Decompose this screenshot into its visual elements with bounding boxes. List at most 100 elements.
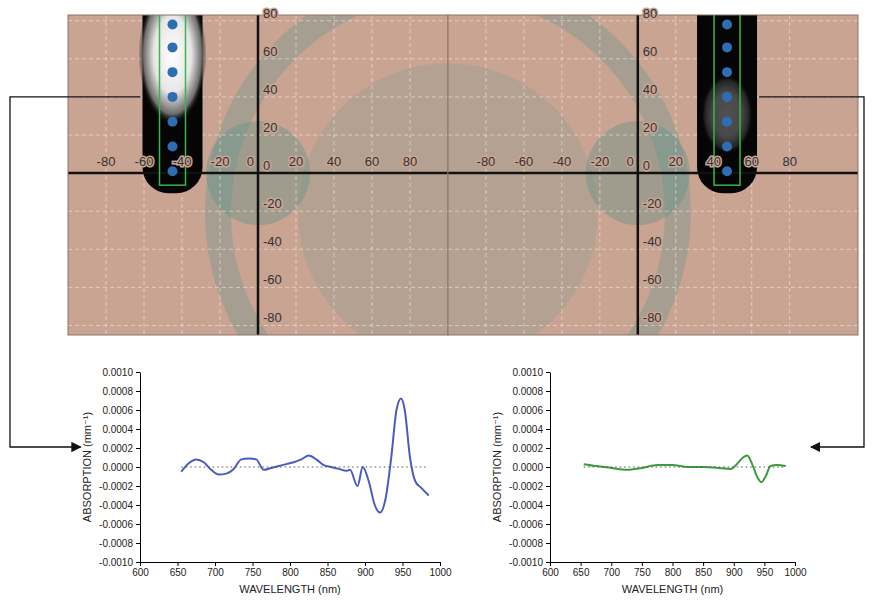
point — [168, 20, 178, 30]
y-tick-label: -80 — [263, 310, 282, 325]
x-tick-label: -80 — [97, 154, 116, 169]
x-tick-mark — [440, 562, 441, 566]
x-tick-label: 1000 — [784, 567, 807, 578]
y-tick: 0.0006 — [512, 405, 550, 416]
x-tick-label: 850 — [695, 567, 712, 578]
y-tick: 0.0002 — [102, 443, 140, 454]
y-tick-label: -0.0008 — [99, 538, 133, 549]
y-tick-label: 20 — [263, 120, 277, 135]
point — [168, 42, 178, 52]
y-tick-mark — [546, 410, 550, 411]
y-axis: -0.0010-0.0008-0.0006-0.0004-0.00020.000… — [509, 367, 550, 568]
y-tick-mark — [136, 372, 140, 373]
grid-line — [789, 15, 790, 335]
y-tick-label: 40 — [643, 82, 657, 97]
x-tick-label: 900 — [357, 567, 374, 578]
map-image — [448, 15, 858, 335]
y-tick: -0.0010 — [99, 557, 140, 568]
x-tick-label: 20 — [289, 154, 303, 169]
y-tick-mark — [546, 524, 550, 525]
y-tick-label: 80 — [643, 6, 657, 21]
x-tick: 1000 — [784, 562, 807, 578]
x-tick: 900 — [357, 562, 374, 578]
x-tick: 950 — [395, 562, 412, 578]
y-axis-line — [257, 15, 260, 335]
strip-glow — [701, 75, 753, 155]
x-tick-label: 40 — [707, 154, 721, 169]
x-tick-label: -20 — [211, 154, 230, 169]
y-tick-label: 0.0006 — [102, 405, 133, 416]
x-tick: 800 — [282, 562, 299, 578]
y-tick-label: -0.0010 — [99, 557, 133, 568]
x-tick-label: 60 — [744, 154, 758, 169]
y-tick-mark — [546, 505, 550, 506]
x-tick-mark — [290, 562, 291, 566]
x-tick-mark — [581, 562, 582, 566]
y-tick: -0.0006 — [99, 519, 140, 530]
y-tick-label: -0.0002 — [509, 481, 543, 492]
x-tick-label: 750 — [634, 567, 651, 578]
figure: -80-60-40-20020406080-80-60-40-200204060… — [0, 0, 873, 602]
y-tick-label: 0.0010 — [512, 367, 543, 378]
plot-frame — [448, 15, 858, 335]
y-tick-mark — [136, 524, 140, 525]
strip-glow — [139, 15, 207, 125]
y-tick: 0.0000 — [102, 462, 140, 473]
y-tick-label: 0.0000 — [512, 462, 543, 473]
plot-area — [181, 399, 429, 513]
x-tick: 650 — [170, 562, 187, 578]
x-axis-line — [448, 172, 858, 175]
x-tick-label: 80 — [782, 154, 796, 169]
line-chart: 6006507007508008509009501000-0.0010-0.00… — [491, 367, 807, 595]
x-tick-mark — [178, 562, 179, 566]
y-tick: 0.0002 — [512, 443, 550, 454]
y-tick-label: 0.0008 — [512, 386, 543, 397]
x-tick-mark — [642, 562, 643, 566]
point — [168, 141, 178, 151]
y-tick-mark — [546, 448, 550, 449]
y-tick: -0.0008 — [99, 538, 140, 549]
y-tick: -0.0010 — [509, 557, 550, 568]
spectrum-line — [181, 399, 429, 513]
connector-arrow — [10, 97, 141, 447]
y-tick-mark — [546, 391, 550, 392]
y-tick-label: -0.0010 — [509, 557, 543, 568]
x-axis: 6006507007508008509009501000 — [542, 562, 807, 578]
points — [722, 20, 732, 177]
y-tick-label: 80 — [263, 6, 277, 21]
y-tick-label: -0.0008 — [509, 538, 543, 549]
y-tick-label: 0.0010 — [102, 367, 133, 378]
y-tick: 0.0008 — [512, 386, 550, 397]
y-tick: 0.0008 — [102, 386, 140, 397]
x-tick: 800 — [665, 562, 682, 578]
map-shade — [298, 63, 448, 335]
point — [722, 141, 732, 151]
x-tick: 650 — [573, 562, 590, 578]
point — [722, 20, 732, 30]
y-tick-mark — [136, 467, 140, 468]
x-axis-title: WAVELENGTH (nm) — [622, 583, 723, 595]
y-tick-label: 0.0002 — [102, 443, 133, 454]
x-tick-mark — [403, 562, 404, 566]
grid-line — [410, 15, 411, 335]
point — [722, 42, 732, 52]
point — [722, 67, 732, 77]
x-tick: 600 — [132, 562, 149, 578]
x-tick-label: 750 — [245, 567, 262, 578]
plot-area — [584, 456, 786, 483]
y-axis-line — [637, 15, 640, 335]
y-tick-label: -0.0006 — [99, 519, 133, 530]
y-tick-label: -20 — [263, 196, 282, 211]
y-tick-mark — [136, 505, 140, 506]
y-tick-label: 20 — [643, 120, 657, 135]
x-tick-mark — [328, 562, 329, 566]
points — [168, 20, 178, 177]
y-tick: 0.0004 — [102, 424, 140, 435]
x-tick: 900 — [726, 562, 743, 578]
y-tick-mark — [546, 543, 550, 544]
plot-frame — [68, 15, 448, 335]
y-tick-label: 0.0008 — [102, 386, 133, 397]
x-tick-label: 700 — [207, 567, 224, 578]
point — [722, 92, 732, 102]
y-tick-label: -0.0002 — [99, 481, 133, 492]
